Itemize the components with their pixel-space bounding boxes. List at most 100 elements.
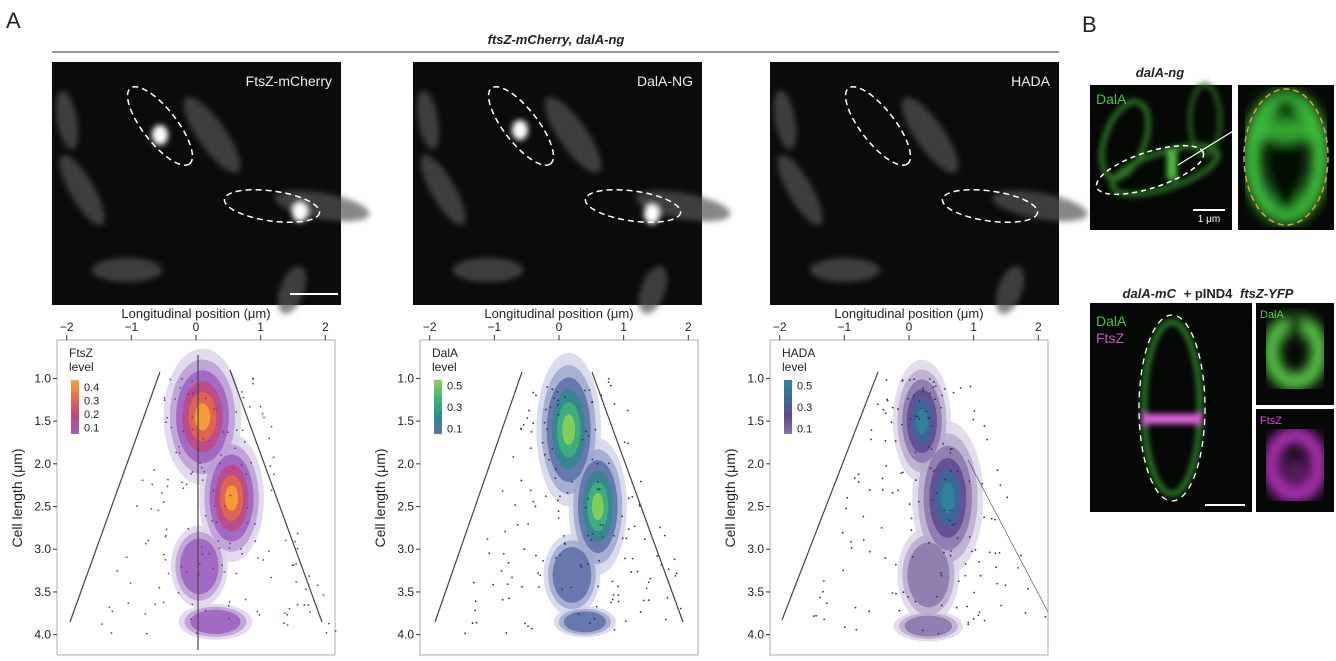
data-point <box>566 491 569 494</box>
data-point <box>956 537 959 539</box>
data-point <box>886 398 888 401</box>
channel-label: DalA <box>1096 313 1127 329</box>
data-point <box>972 418 975 421</box>
x-tick-label: 1 <box>620 320 627 334</box>
cell <box>544 97 602 173</box>
data-point <box>607 377 610 380</box>
cell <box>59 154 105 226</box>
data-point <box>621 515 623 518</box>
data-point <box>181 377 183 380</box>
data-point <box>823 618 826 621</box>
data-point <box>613 628 616 631</box>
data-point <box>587 534 589 537</box>
legend-tick-label: 0.3 <box>797 402 812 414</box>
data-point <box>557 510 560 512</box>
data-point <box>263 416 265 419</box>
data-point <box>928 417 931 419</box>
scale-bar-label: 1 μm <box>1198 214 1220 225</box>
data-point <box>906 596 909 598</box>
data-point <box>201 553 204 556</box>
data-point <box>910 517 913 520</box>
data-point <box>528 409 531 412</box>
cell <box>92 258 162 282</box>
data-point <box>621 537 624 540</box>
data-point <box>580 565 583 568</box>
data-point <box>165 528 168 531</box>
data-point <box>876 403 879 406</box>
legend-colorbar <box>71 380 79 434</box>
data-point <box>617 594 620 596</box>
data-point <box>948 519 951 522</box>
data-point <box>850 540 852 543</box>
data-point <box>986 438 989 441</box>
data-point <box>129 582 132 584</box>
density-contour <box>904 615 953 637</box>
data-point <box>940 406 942 409</box>
data-point <box>512 456 515 458</box>
x-tick-label: 2 <box>322 320 329 334</box>
data-point <box>215 409 218 411</box>
data-point <box>163 397 166 399</box>
boundary-line <box>591 371 684 623</box>
data-point <box>599 523 602 526</box>
data-point <box>532 391 535 394</box>
data-point <box>974 548 977 551</box>
data-point <box>284 539 287 542</box>
boundary-line <box>967 459 1049 613</box>
data-point <box>588 622 591 625</box>
data-point <box>929 467 932 470</box>
data-point <box>925 410 927 413</box>
data-point <box>884 440 887 442</box>
micrograph: HADA <box>770 62 1088 314</box>
data-point <box>529 447 532 450</box>
data-point <box>868 610 871 613</box>
data-point <box>996 582 999 585</box>
data-point <box>625 537 628 540</box>
data-point <box>1000 604 1003 607</box>
data-point <box>617 600 620 603</box>
data-point <box>235 429 238 432</box>
legend-title: DalA <box>432 346 458 360</box>
data-point <box>581 438 584 441</box>
density-contour <box>179 538 219 595</box>
data-point <box>870 429 873 432</box>
data-point <box>663 534 666 537</box>
data-point <box>609 384 612 387</box>
data-point <box>110 632 113 634</box>
data-point <box>127 602 130 605</box>
data-point <box>895 592 897 595</box>
data-point <box>262 559 265 561</box>
legend-title: level <box>782 360 807 374</box>
x-axis-label: Longitudinal position (μm) <box>484 306 633 321</box>
data-point <box>914 415 917 418</box>
data-point <box>988 551 991 554</box>
data-point <box>202 437 205 440</box>
data-point <box>590 538 592 541</box>
data-point <box>175 451 178 454</box>
data-point <box>116 569 119 572</box>
legend-colorbar <box>434 380 442 434</box>
data-point <box>949 452 952 454</box>
data-point <box>556 391 559 393</box>
data-point <box>624 557 626 560</box>
cell <box>773 90 797 150</box>
data-point <box>185 483 188 486</box>
data-point <box>545 408 547 411</box>
data-point <box>191 392 194 395</box>
cell <box>635 190 731 222</box>
data-point <box>994 552 997 555</box>
inset-signal <box>1263 314 1327 390</box>
cell <box>901 97 959 173</box>
data-point <box>957 580 960 583</box>
data-point <box>850 546 853 549</box>
legend-tick-label: 0.3 <box>447 402 462 414</box>
panel-title: dalA-ng <box>1136 65 1184 80</box>
data-point <box>964 563 967 565</box>
data-point <box>579 564 582 566</box>
legend-title: level <box>432 360 457 374</box>
cell-outline <box>1138 314 1206 502</box>
data-point <box>218 462 221 465</box>
data-point <box>934 398 936 401</box>
y-tick-label: 3.5 <box>34 585 51 599</box>
